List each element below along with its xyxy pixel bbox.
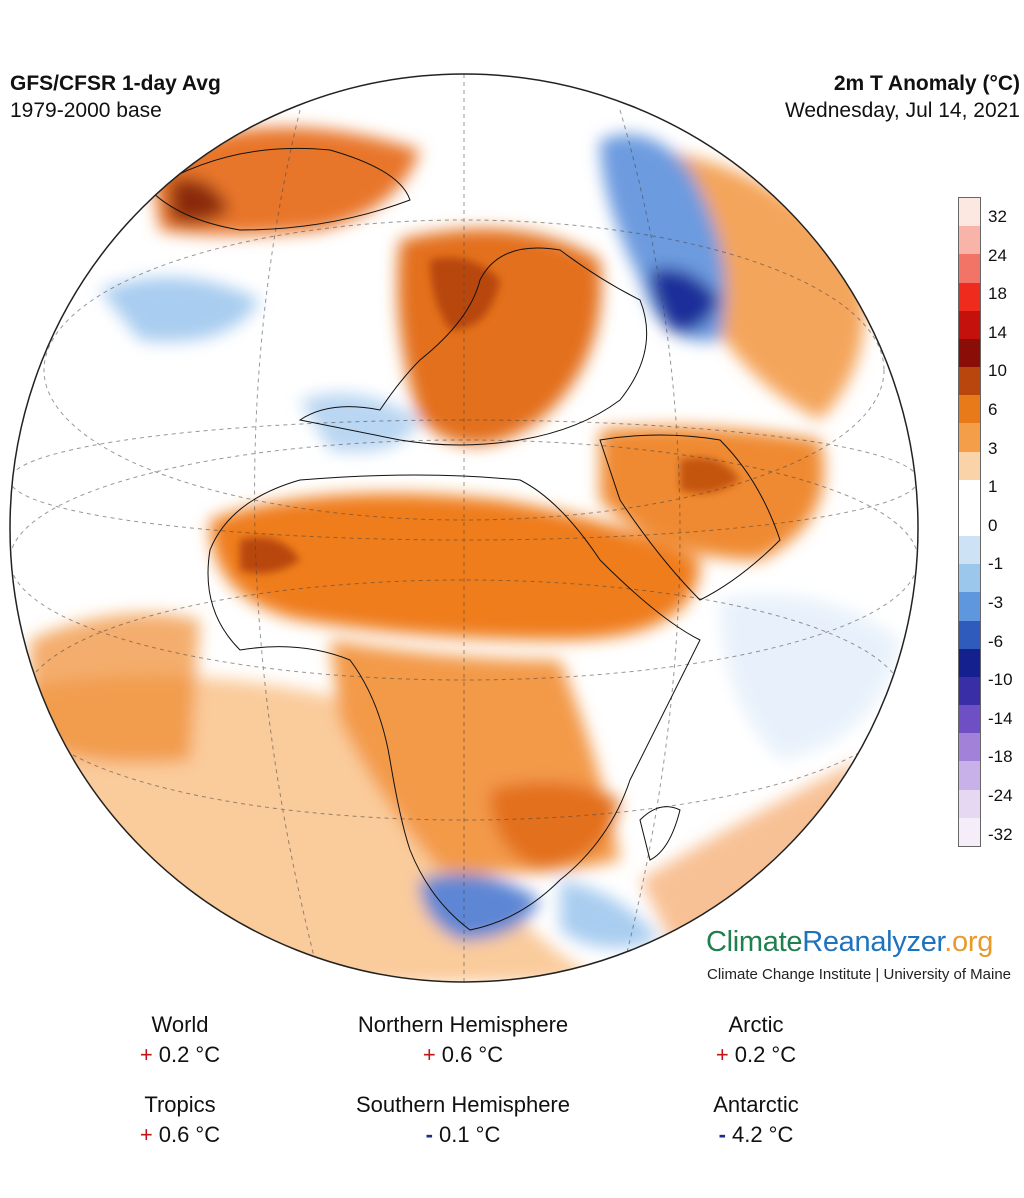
legend-swatch [959, 479, 980, 509]
stat-label: Arctic [728, 1012, 784, 1037]
legend-swatch [959, 338, 980, 368]
stat-tropics: Tropics +0.6 °C [30, 1090, 330, 1150]
legend-label: 18 [988, 284, 1007, 304]
stat-value: 0.2 °C [734, 1042, 797, 1067]
stat-southern-hemisphere: Southern Hemisphere -0.1 °C [313, 1090, 613, 1150]
stat-value-row: +0.2 °C [30, 1040, 330, 1070]
stat-value-row: +0.6 °C [313, 1040, 613, 1070]
stat-value: 0.6 °C [441, 1042, 504, 1067]
legend-label: 32 [988, 207, 1007, 226]
stat-northern-hemisphere: Northern Hemisphere +0.6 °C [313, 1010, 613, 1070]
legend-label: -32 [988, 824, 1013, 844]
legend-swatch [959, 705, 980, 734]
legend-label: -18 [988, 747, 1013, 767]
map-date: Wednesday, Jul 14, 2021 [784, 99, 1020, 122]
base-period: 1979-2000 base [10, 99, 162, 122]
stat-sign: + [139, 1122, 153, 1147]
legend-label: -10 [988, 670, 1013, 690]
coastlines [149, 147, 781, 931]
globe-outline [9, 73, 919, 983]
brand-part-reanalyzer: Reanalyzer [802, 926, 945, 958]
stat-value-row: -0.1 °C [313, 1120, 613, 1150]
stat-value-row: +0.6 °C [30, 1120, 330, 1150]
variable-title: 2m T Anomaly (°C) [833, 72, 1020, 95]
temperature-anomaly-globe [9, 73, 919, 983]
legend-swatch [959, 282, 980, 312]
legend-swatch [959, 648, 980, 678]
legend-swatch [959, 733, 980, 762]
legend-label: 3 [988, 438, 998, 458]
map-header-left: GFS/CFSR 1-day Avg 1979-2000 base [10, 70, 221, 124]
anomaly-field [10, 127, 900, 982]
legend-swatch [959, 451, 980, 481]
legend-swatch [959, 761, 980, 791]
legend-label: -6 [988, 631, 1004, 651]
stat-antarctic: Antarctic -4.2 °C [606, 1090, 906, 1150]
legend-label: -3 [988, 593, 1004, 612]
stat-label: World [151, 1012, 209, 1037]
model-title: GFS/CFSR 1-day Avg [10, 72, 221, 95]
stat-value: 0.1 °C [438, 1122, 501, 1147]
stat-sign: - [425, 1122, 433, 1147]
stat-sign: + [715, 1042, 729, 1067]
legend-swatch [959, 254, 980, 284]
stat-sign: - [718, 1122, 726, 1147]
legend-label: 14 [988, 322, 1007, 342]
legend-swatch [959, 395, 980, 424]
map-header-right: 2m T Anomaly (°C) Wednesday, Jul 14, 202… [785, 70, 1020, 124]
brand-subtitle: Climate Change Institute | University of… [707, 966, 1012, 983]
brand-logo: ClimateReanalyzer.org [706, 926, 993, 959]
legend-label: -1 [988, 554, 1004, 574]
legend-swatch [959, 423, 980, 453]
legend-label: -24 [988, 786, 1013, 805]
stat-label: Tropics [144, 1092, 216, 1117]
brand-part-org: .org [944, 926, 994, 958]
stat-value-row: +0.2 °C [606, 1040, 906, 1070]
legend-swatch [959, 507, 980, 537]
legend-swatch [959, 367, 980, 396]
stat-label: Antarctic [713, 1092, 799, 1117]
stat-value-row: -4.2 °C [606, 1120, 906, 1150]
legend-swatch [959, 592, 980, 622]
legend-swatch [959, 817, 980, 847]
stat-world: World +0.2 °C [30, 1010, 330, 1070]
stat-value: 0.2 °C [158, 1042, 221, 1067]
legend-label: 6 [988, 400, 998, 419]
legend-label: 1 [988, 477, 998, 497]
brand-part-climate: Climate [706, 926, 803, 958]
color-legend-bar [958, 197, 981, 847]
legend-swatch [959, 564, 980, 593]
legend-label: 10 [988, 361, 1007, 381]
legend-swatch [959, 676, 980, 706]
stat-sign: + [139, 1042, 153, 1067]
legend-swatch [959, 198, 980, 227]
legend-swatch [959, 310, 980, 340]
stat-value: 0.6 °C [158, 1122, 221, 1147]
stat-value: 4.2 °C [731, 1122, 794, 1147]
legend-swatch [959, 536, 980, 565]
legend-swatch [959, 226, 980, 255]
stat-arctic: Arctic +0.2 °C [606, 1010, 906, 1070]
stat-sign: + [422, 1042, 436, 1067]
legend-label: 24 [988, 245, 1007, 265]
legend-label: 0 [988, 515, 998, 535]
stat-label: Northern Hemisphere [357, 1012, 569, 1037]
globe-surface [10, 74, 918, 982]
stat-label: Southern Hemisphere [355, 1092, 570, 1117]
legend-swatch [959, 620, 980, 650]
legend-label: -14 [988, 708, 1013, 728]
legend-swatch [959, 789, 980, 819]
